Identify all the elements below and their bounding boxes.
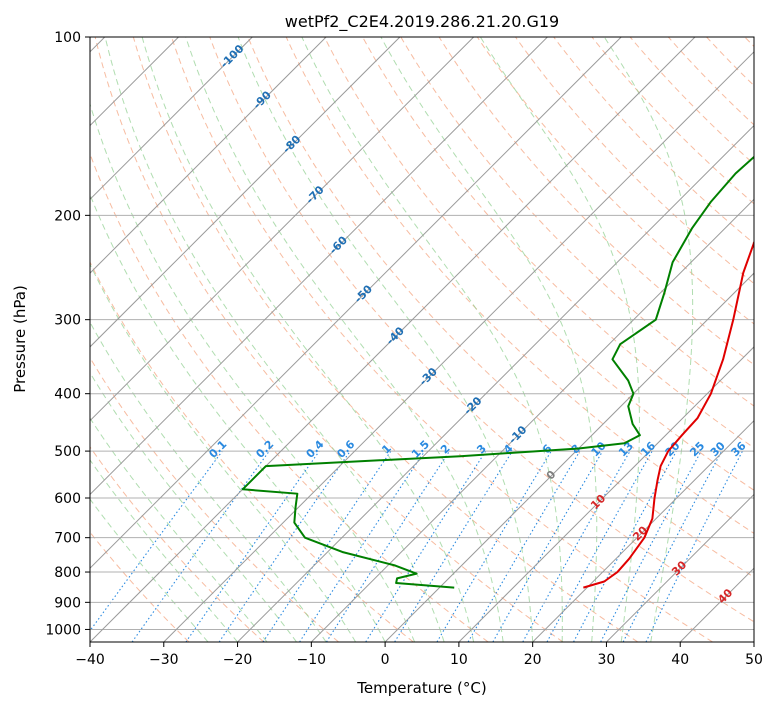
isotherm-gridline xyxy=(310,198,754,642)
isotherm-gridline xyxy=(532,419,754,642)
dry-adiabat xyxy=(285,37,754,534)
isotherm-gridline xyxy=(90,37,253,201)
x-tick-label: −10 xyxy=(297,652,327,668)
moist-adiabat xyxy=(380,37,598,642)
x-tick-label: 20 xyxy=(524,652,542,668)
moist-adiabat xyxy=(90,102,416,642)
x-tick-label: 0 xyxy=(381,652,390,668)
chart-title: wetPf2_C2E4.2019.286.21.20.G19 xyxy=(285,12,559,32)
grid xyxy=(90,37,754,642)
y-tick-label: 900 xyxy=(54,595,81,611)
isotherm-gridline xyxy=(237,124,754,642)
y-tick-label: 500 xyxy=(54,444,81,460)
x-tick-label: −40 xyxy=(75,652,105,668)
mixing-ratio-line xyxy=(394,451,513,642)
mixing-ratio-line xyxy=(573,451,677,642)
mixing-ratio-line xyxy=(218,451,351,642)
y-axis-title: Pressure (hPa) xyxy=(11,285,29,393)
moist-adiabat xyxy=(185,37,504,642)
y-tick-label: 600 xyxy=(54,491,81,507)
dry-adiabat xyxy=(94,37,564,642)
x-axis-title: Temperature (°C) xyxy=(356,679,486,697)
moist-adiabat xyxy=(90,459,238,642)
moist-adiabat xyxy=(90,193,386,642)
moist-adiabat xyxy=(90,321,327,642)
dry-adiabat xyxy=(90,446,265,642)
x-tick-label: 30 xyxy=(598,652,616,668)
temperature-line xyxy=(583,239,754,589)
dry-adiabat xyxy=(553,37,754,245)
dry-adiabat xyxy=(247,37,754,578)
mixing-ratio-line xyxy=(467,451,581,642)
mixing-ratio-line xyxy=(325,451,450,642)
isotherm-gridline xyxy=(384,272,754,642)
mixing-ratio-line xyxy=(131,451,270,642)
isotherm-gridline xyxy=(90,37,696,642)
isotherm-gridline xyxy=(90,37,401,348)
isotherm-gridline xyxy=(163,51,754,642)
moist-adiabat xyxy=(90,371,297,642)
y-tick-label: 400 xyxy=(54,387,81,403)
isotherm-gridline xyxy=(90,37,475,422)
y-tick-label: 200 xyxy=(54,208,81,224)
dry-adiabat xyxy=(400,37,754,407)
dry-adiabat xyxy=(362,37,754,449)
axes: −40 −30 −20 −10 0 10 20 30 40 50 100 200 300 400 500 60… xyxy=(45,30,763,668)
x-tick-label: 10 xyxy=(450,652,468,668)
profile-lines xyxy=(241,155,754,589)
x-tick-label: 50 xyxy=(745,652,763,668)
plot-frame xyxy=(89,36,755,643)
dry-adiabat xyxy=(171,37,713,642)
mixing-ratio-line xyxy=(90,451,223,632)
dry-adiabat xyxy=(438,37,754,366)
y-tick-label: 800 xyxy=(54,565,81,581)
dry-adiabat xyxy=(323,37,754,491)
isotherm-gridline xyxy=(90,37,548,496)
isotherm-gridline xyxy=(90,37,622,569)
isotherm-gridline xyxy=(606,493,754,642)
y-tick-label: 100 xyxy=(54,30,81,46)
x-tick-label: −20 xyxy=(223,652,253,668)
isotherm-gridline xyxy=(90,37,327,274)
moist-adiabat xyxy=(301,37,563,642)
x-tick-label: −30 xyxy=(149,652,179,668)
moist-adiabat xyxy=(479,37,640,642)
y-tick-label: 300 xyxy=(54,313,81,329)
moist-adiabat xyxy=(90,498,209,642)
dry-adiabat xyxy=(90,260,414,642)
dry-adiabat xyxy=(209,37,754,623)
isotherm-gridline xyxy=(458,346,754,642)
y-tick-label: 1000 xyxy=(45,622,81,638)
y-tick-label: 700 xyxy=(54,531,81,547)
x-tick-label: 40 xyxy=(671,652,689,668)
moist-adiabat xyxy=(141,37,475,642)
moist-adiabat xyxy=(104,37,445,642)
dry-adiabat xyxy=(90,152,489,642)
mixing-ratio-line xyxy=(365,451,486,642)
moist-adiabat xyxy=(603,37,694,642)
dewpoint-line xyxy=(241,155,754,589)
mixing-ratio-line xyxy=(492,451,603,642)
mixing-ratio-line xyxy=(522,451,631,642)
moist-adiabat xyxy=(90,417,268,642)
dry-adiabat xyxy=(132,37,639,642)
mixing-ratio-line xyxy=(436,451,552,642)
moist-adiabat xyxy=(90,263,357,642)
